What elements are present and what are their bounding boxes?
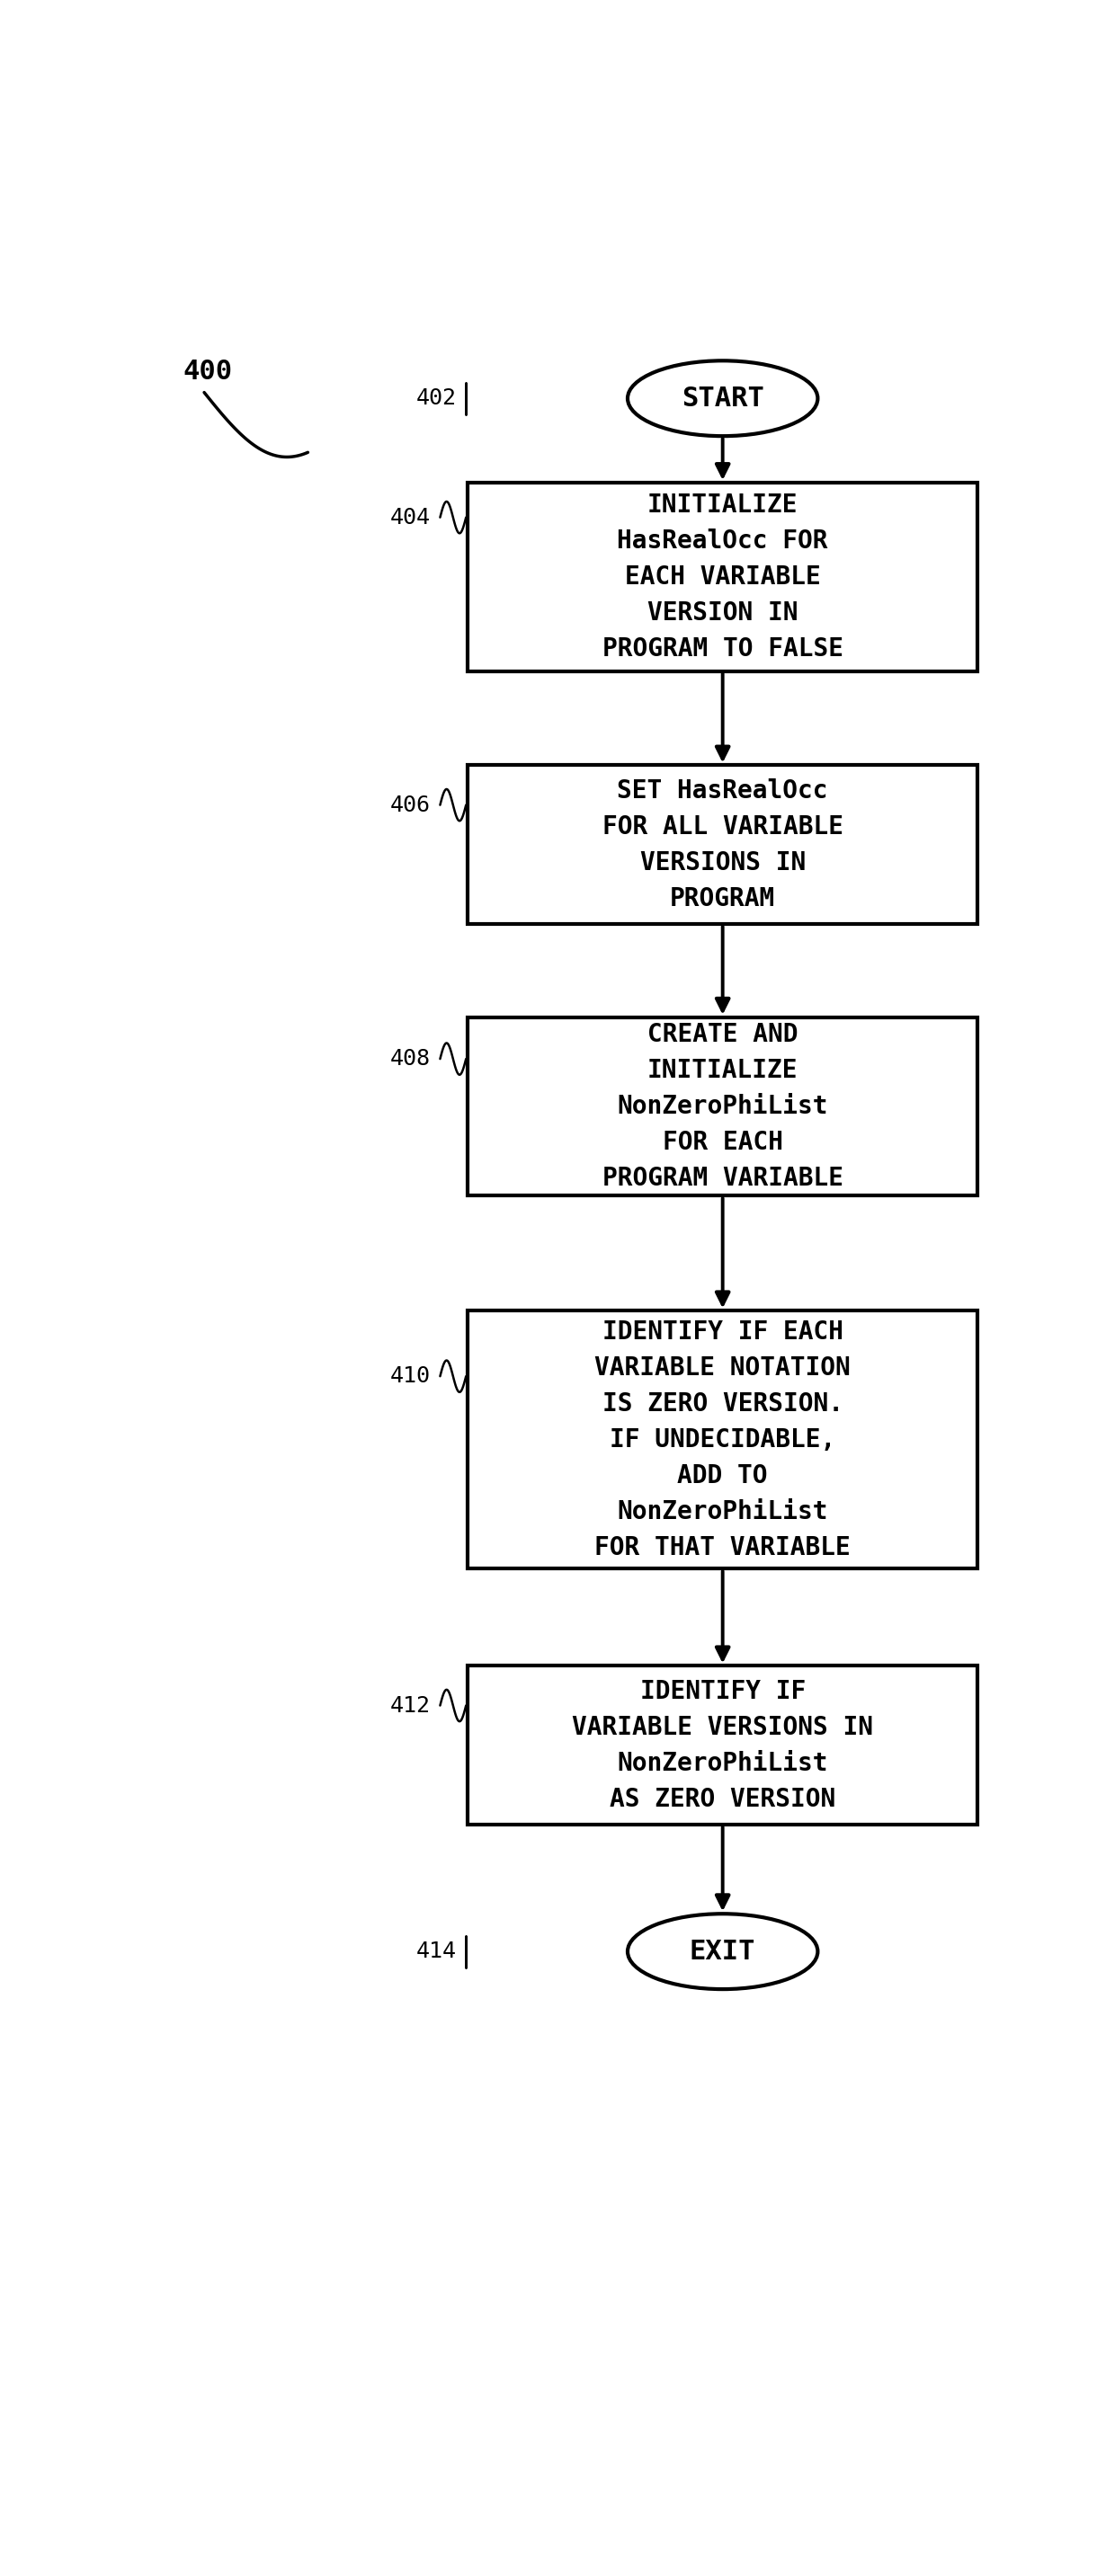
Bar xyxy=(468,765,978,925)
Text: EXIT: EXIT xyxy=(689,1940,756,1965)
Text: 408: 408 xyxy=(390,1048,430,1069)
Text: START: START xyxy=(681,386,764,412)
Bar xyxy=(468,482,978,672)
Ellipse shape xyxy=(628,361,817,435)
Bar xyxy=(468,1667,978,1824)
Ellipse shape xyxy=(628,1914,817,1989)
Bar xyxy=(468,1018,978,1195)
Text: SET HasRealOcc
FOR ALL VARIABLE
VERSIONS IN
PROGRAM: SET HasRealOcc FOR ALL VARIABLE VERSIONS… xyxy=(602,778,843,912)
Text: 400: 400 xyxy=(183,358,232,384)
Text: IDENTIFY IF
VARIABLE VERSIONS IN
NonZeroPhiList
AS ZERO VERSION: IDENTIFY IF VARIABLE VERSIONS IN NonZero… xyxy=(572,1680,873,1811)
Text: 404: 404 xyxy=(390,507,430,528)
Text: IDENTIFY IF EACH
VARIABLE NOTATION
IS ZERO VERSION.
IF UNDECIDABLE,
ADD TO
NonZe: IDENTIFY IF EACH VARIABLE NOTATION IS ZE… xyxy=(594,1319,851,1561)
Text: CREATE AND
INITIALIZE
NonZeroPhiList
FOR EACH
PROGRAM VARIABLE: CREATE AND INITIALIZE NonZeroPhiList FOR… xyxy=(602,1023,843,1190)
Text: 414: 414 xyxy=(416,1940,456,1963)
Text: 402: 402 xyxy=(416,386,456,410)
Text: INITIALIZE
HasRealOcc FOR
EACH VARIABLE
VERSION IN
PROGRAM TO FALSE: INITIALIZE HasRealOcc FOR EACH VARIABLE … xyxy=(602,492,843,662)
Text: 410: 410 xyxy=(390,1365,430,1386)
Bar xyxy=(468,1311,978,1569)
Text: 406: 406 xyxy=(390,793,430,817)
Text: 412: 412 xyxy=(390,1695,430,1716)
